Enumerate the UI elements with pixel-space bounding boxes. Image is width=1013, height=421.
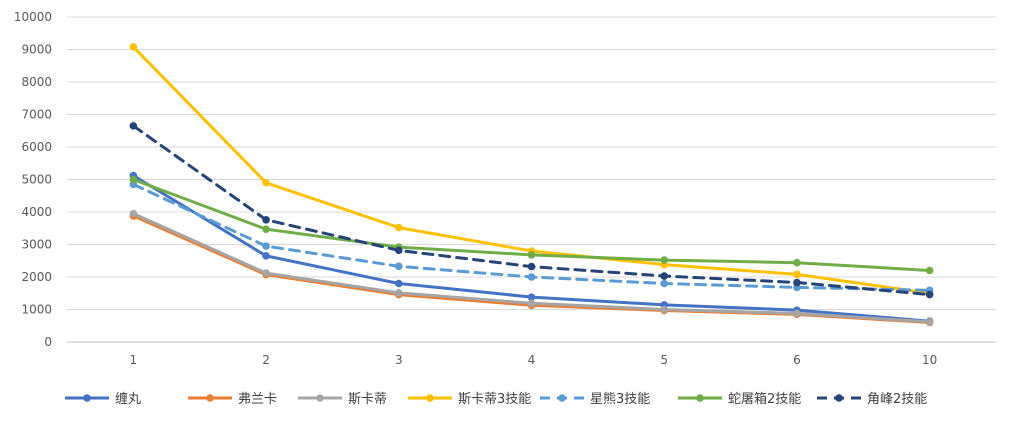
data-point <box>527 293 536 301</box>
y-tick-label: 9000 <box>21 43 52 57</box>
legend-label: 星熊3技能 <box>590 391 650 407</box>
data-point <box>394 289 403 297</box>
x-tick-label: 1 <box>130 353 138 367</box>
data-point <box>129 122 138 130</box>
data-point <box>660 279 669 288</box>
data-point <box>925 318 934 326</box>
data-point <box>262 225 270 234</box>
legend-item: 星熊3技能 <box>540 391 650 407</box>
legend-marker <box>206 394 214 402</box>
legend-label: 蛇屠箱2技能 <box>728 391 801 407</box>
data-point <box>925 266 934 275</box>
x-tick-label: 5 <box>660 353 668 367</box>
series-3 <box>129 209 934 326</box>
legend-marker <box>426 394 434 402</box>
data-point <box>660 272 669 280</box>
data-point <box>262 269 270 277</box>
data-point <box>660 256 669 264</box>
data-point <box>129 175 138 184</box>
data-point <box>793 278 801 287</box>
series-4 <box>129 43 934 298</box>
legend-marker <box>83 394 91 402</box>
legend-marker <box>316 394 324 402</box>
series-6 <box>129 175 934 275</box>
data-point <box>262 242 270 250</box>
x-tick-label: 6 <box>793 353 801 367</box>
x-tick-label: 10 <box>922 353 937 367</box>
y-tick-label: 7000 <box>21 108 52 122</box>
series-7 <box>129 122 934 299</box>
data-point <box>660 305 669 314</box>
data-point <box>262 178 270 187</box>
data-point <box>793 270 801 279</box>
legend-label: 斯卡蒂3技能 <box>458 392 531 407</box>
x-tick-label: 2 <box>262 353 270 367</box>
legend-item: 弗兰卡 <box>188 392 277 407</box>
data-point <box>793 309 801 318</box>
gridlines <box>67 16 996 343</box>
legend-item: 缠丸 <box>65 391 141 407</box>
data-point <box>262 252 270 260</box>
data-point <box>793 258 801 267</box>
data-point <box>527 273 536 281</box>
y-tick-label: 5000 <box>21 173 52 187</box>
y-tick-label: 8000 <box>21 75 52 89</box>
legend-item: 斯卡蒂 <box>298 392 387 407</box>
legend-item: 斯卡蒂3技能 <box>408 392 531 407</box>
data-point <box>394 279 403 288</box>
y-axis-ticks: 0 1000 2000 3000 4000 5000 6000 7000 8000 9000 100… <box>14 10 52 349</box>
legend-label: 角峰2技能 <box>867 392 927 407</box>
y-tick-label: 10000 <box>14 10 52 24</box>
x-axis-ticks: 1 2 3 4 5 6 10 <box>130 353 938 367</box>
y-tick-label: 0 <box>44 335 52 349</box>
y-tick-label: 1000 <box>21 303 52 317</box>
data-point <box>527 262 536 271</box>
data-point <box>129 209 138 218</box>
data-point <box>527 299 536 308</box>
series-lines <box>129 43 934 327</box>
data-point <box>527 251 536 259</box>
data-point <box>394 223 403 232</box>
legend-label: 斯卡蒂 <box>348 392 387 407</box>
y-tick-label: 2000 <box>21 270 52 284</box>
data-point <box>925 290 934 299</box>
data-point <box>262 216 270 224</box>
x-tick-label: 4 <box>528 353 536 367</box>
y-tick-label: 3000 <box>21 238 52 252</box>
legend-label: 缠丸 <box>115 391 141 407</box>
legend-marker <box>835 394 843 402</box>
y-tick-label: 4000 <box>21 205 52 219</box>
data-point <box>129 43 138 51</box>
legend-label: 弗兰卡 <box>238 392 277 407</box>
y-tick-label: 6000 <box>21 140 52 154</box>
legend-marker <box>696 394 704 402</box>
legend-marker <box>558 394 566 402</box>
legend-item: 角峰2技能 <box>817 392 927 407</box>
data-point <box>394 246 403 255</box>
x-tick-label: 3 <box>395 353 403 367</box>
data-point <box>394 262 403 271</box>
legend-item: 蛇屠箱2技能 <box>678 391 801 407</box>
legend: 缠丸 弗兰卡 斯卡蒂 斯卡蒂3技能 星熊3技能 蛇屠箱2技能 角峰2技能 <box>65 391 927 407</box>
